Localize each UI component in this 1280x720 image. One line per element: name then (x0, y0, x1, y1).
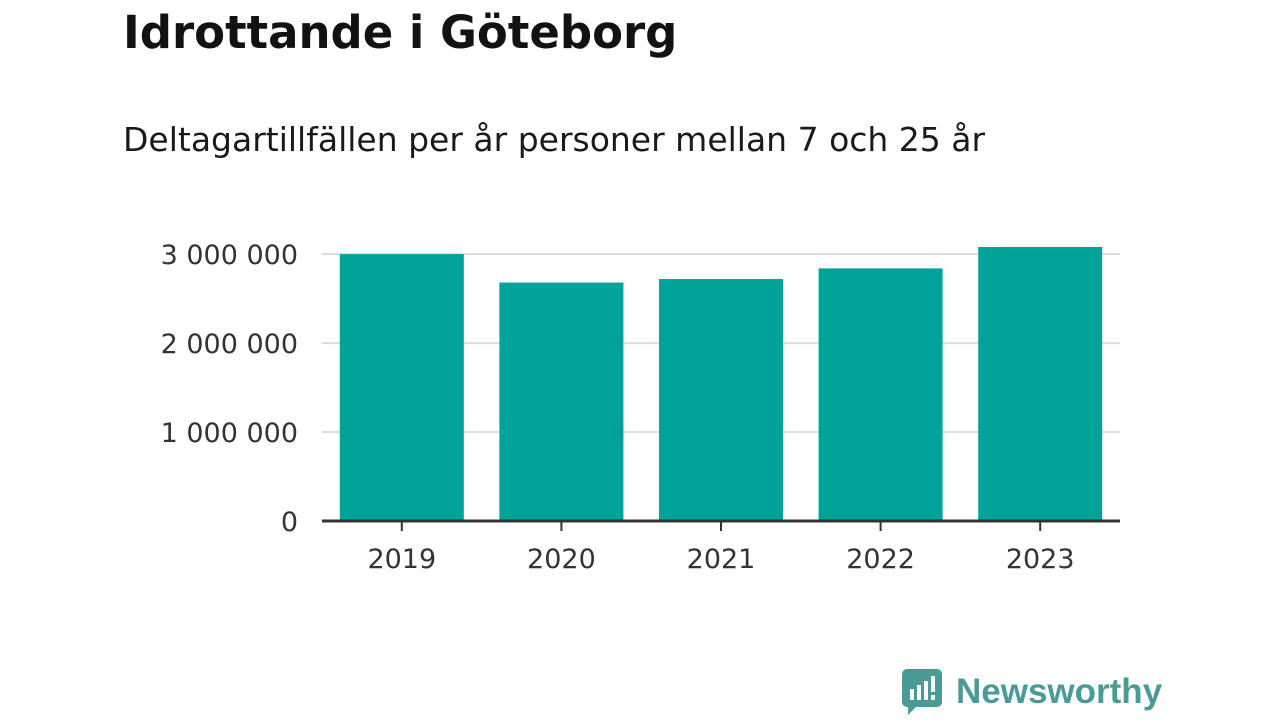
bar-2021 (659, 279, 783, 521)
y-tick-label: 3 000 000 (161, 240, 298, 271)
bar-2019 (339, 254, 464, 521)
chart-subtitle: Deltagartillfällen per år personer mella… (123, 120, 986, 159)
bars (339, 247, 1103, 521)
brand-name: Newsworthy (956, 672, 1163, 711)
x-axis-labels: 2019 2020 2021 2022 2023 (367, 544, 1074, 575)
newsworthy-brand: Newsworthy (902, 668, 1162, 716)
chart-title: Idrottande i Göteborg (123, 6, 678, 59)
y-tick-label: 2 000 000 (161, 329, 298, 360)
bar-2020 (499, 282, 624, 521)
bar-2023 (978, 247, 1103, 521)
y-tick-label: 1 000 000 (161, 418, 298, 449)
x-tick-label: 2019 (367, 544, 436, 575)
x-tick-label: 2020 (527, 544, 596, 575)
x-tick-label: 2023 (1006, 544, 1075, 575)
y-tick-label: 0 (281, 507, 298, 538)
x-axis (322, 519, 1120, 531)
x-tick-label: 2021 (687, 544, 756, 575)
x-tick-label: 2022 (846, 544, 915, 575)
y-axis-labels: 0 1 000 000 2 000 000 3 000 000 (161, 240, 298, 538)
bar-2022 (818, 268, 943, 521)
newsworthy-logo-icon (902, 669, 942, 715)
